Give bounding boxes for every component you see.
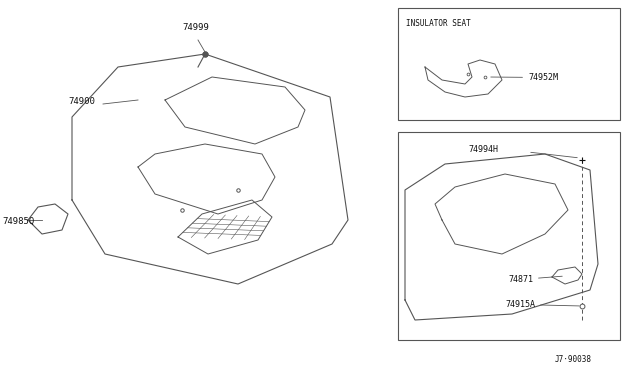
Text: 74952M: 74952M xyxy=(491,73,558,82)
Text: 74915A: 74915A xyxy=(505,300,579,309)
Text: 74985Q: 74985Q xyxy=(2,217,35,226)
Bar xyxy=(398,8,620,120)
Text: 74994H: 74994H xyxy=(468,145,498,154)
Text: 74871: 74871 xyxy=(508,275,562,284)
Text: 74900: 74900 xyxy=(68,97,95,106)
Text: INSULATOR SEAT: INSULATOR SEAT xyxy=(406,19,471,28)
Bar xyxy=(398,132,620,340)
Text: 74999: 74999 xyxy=(182,23,209,32)
Text: J7·90038: J7·90038 xyxy=(555,355,592,364)
